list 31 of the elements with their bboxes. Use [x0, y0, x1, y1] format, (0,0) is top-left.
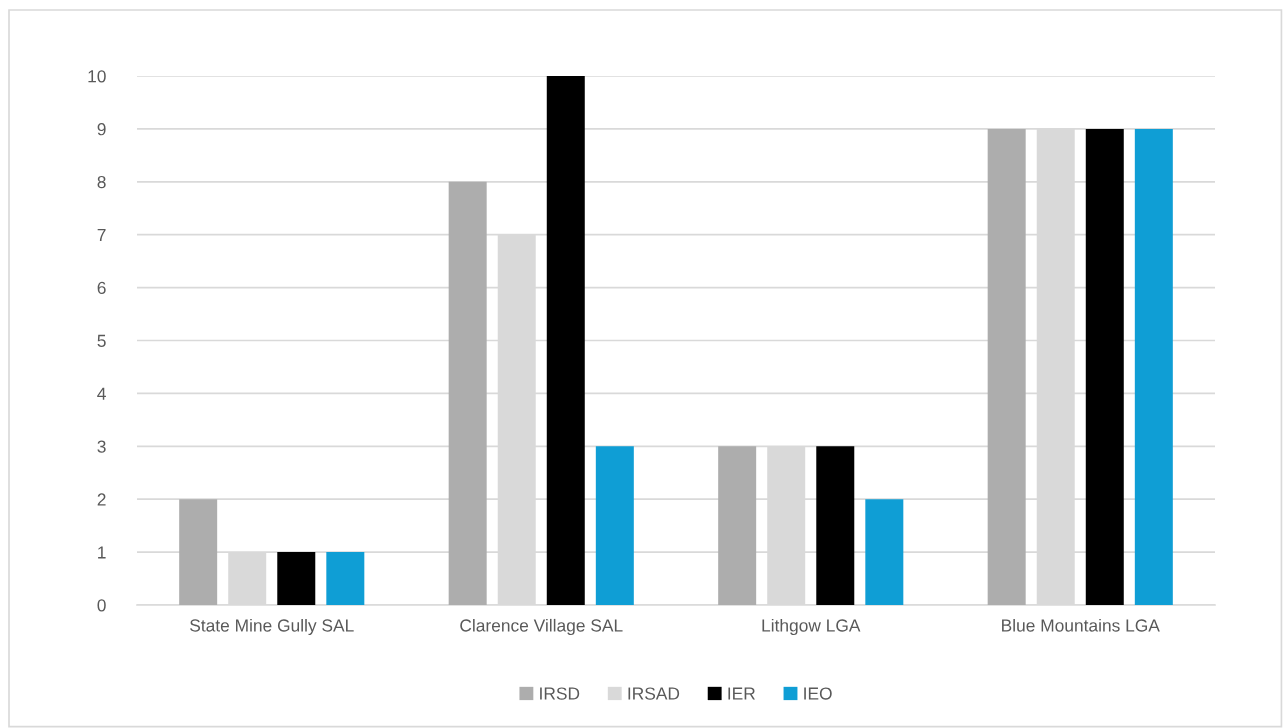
bar — [179, 499, 218, 605]
bar — [326, 552, 365, 605]
bar — [718, 446, 757, 605]
legend-label: IEO — [804, 687, 832, 700]
y-tick-label: 1 — [98, 546, 106, 559]
bar — [448, 181, 487, 605]
y-tick-label: 9 — [97, 123, 106, 136]
bar — [277, 552, 316, 605]
legend-label: IER — [728, 687, 755, 700]
y-tick-label: 6 — [97, 281, 106, 295]
bar — [546, 76, 585, 605]
y-tick-label: 5 — [97, 334, 106, 347]
x-tick-label: Lithgow LGA — [762, 618, 861, 636]
y-tick-label: 0 — [97, 599, 106, 612]
x-tick-label: Blue Mountains LGA — [1002, 618, 1160, 632]
bar — [1134, 128, 1173, 605]
bar — [865, 499, 904, 605]
y-tick-label: 2 — [97, 493, 106, 506]
y-tick-label: 7 — [97, 229, 106, 241]
x-tick-label: State Mine Gully SAL — [190, 618, 354, 636]
y-tick-label: 4 — [97, 387, 106, 400]
bar — [816, 446, 855, 605]
bar — [1085, 128, 1124, 605]
legend-label: IRSAD — [628, 687, 680, 700]
x-tick-label: Clarence Village SAL — [460, 618, 623, 636]
y-tick-label: 3 — [97, 440, 106, 453]
bar — [987, 128, 1026, 605]
bar — [595, 446, 634, 605]
y-tick-label: 10 — [88, 70, 106, 83]
legend-label: IRSD — [540, 687, 580, 700]
y-tick-label: 8 — [97, 175, 106, 189]
